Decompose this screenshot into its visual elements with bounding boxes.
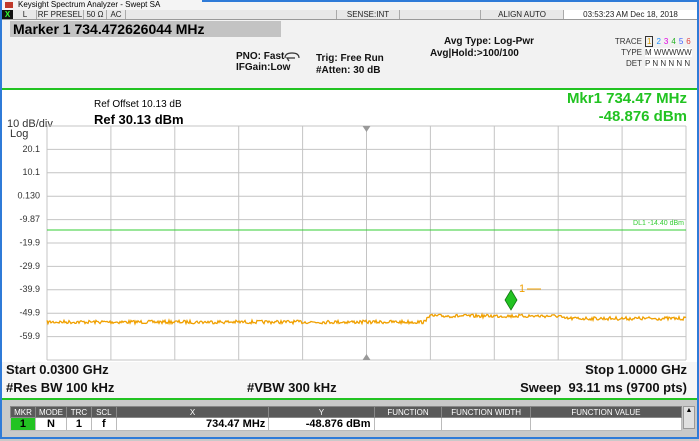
atten: #Atten: 30 dB [316,65,381,76]
display: Ref Offset 10.13 dB Ref 30.13 dBm 10 dB/… [2,90,697,362]
center-marker [362,354,371,360]
marker-table: MKR MODE TRC SCL X Y FUNCTION FUNCTION WIDTH FUN… [10,406,683,431]
y-label: -9.87 [19,214,40,224]
status-item: L [14,10,37,19]
status-item: 50 Ω [84,10,107,19]
separator [2,88,697,90]
table-cell: 734.47 MHz [115,417,270,431]
trace-number: 4 [671,37,676,46]
column-header: FUNCTION [373,406,443,418]
scale-type: Log [10,128,29,140]
trace-number: 6 [686,37,691,46]
y-label: -39.9 [19,284,40,294]
y-label: -29.9 [19,261,40,271]
column-header: MODE [34,406,67,418]
column-header: TRC [65,406,92,418]
marker-diamond [504,289,518,311]
marker-readout[interactable]: Marker 1 734.472626044 MHz [10,21,281,37]
type-label: TYPE [621,48,642,57]
separator [2,398,697,400]
marker-table-grid: MKR MODE TRC SCL X Y FUNCTION FUNCTION WIDTH FUN… [10,406,683,431]
ref-level: Ref 30.13 dBm [94,112,184,127]
trace-label: TRACE [614,37,642,46]
avg-hold: Avg|Hold:>100/100 [430,48,519,59]
status-icon: X [2,10,13,19]
column-header: X [115,406,270,418]
status-bar: X L RF PRESEL 50 Ω AC SENSE:INT ALIGN AU… [2,10,697,20]
type-values: M WWWWW [645,48,692,57]
footer: Start 0.0300 GHz Stop 1.0000 GHz #Res BW… [2,362,697,398]
marker-frequency: Mkr1 734.47 MHz [566,90,687,107]
center-marker [362,126,371,132]
table-cell [373,417,443,431]
column-header: FUNCTION VALUE [529,406,683,418]
rbw: #Res BW 100 kHz [6,380,115,395]
y-label: 10.1 [22,167,40,177]
y-label: -59.9 [19,331,40,341]
table-cell [529,417,683,431]
trace-number: 3 [663,37,669,46]
window-title: Keysight Spectrum Analyzer - Swept SA [18,0,161,9]
table-cell: 1 [10,417,36,431]
column-header: FUNCTION WIDTH [441,406,531,418]
pno: PNO: Fast [236,51,285,62]
header: Marker 1 734.472626044 MHz PNO: Fast IFG… [2,20,697,88]
status-item: SENSE:INT [337,10,400,19]
status-spacer [400,10,481,19]
ifgain: IFGain:Low [236,62,291,73]
table-cell: -48.876 dBm [268,417,375,431]
vbw: #VBW 300 kHz [247,380,337,395]
marker-amplitude: -48.876 dBm [598,108,687,125]
column-header: SCL [90,406,117,418]
table-cell: N [34,417,67,431]
table-row: 1 N 1 f 734.47 MHz -48.876 dBm [10,417,683,431]
table-cell: 1 [65,417,92,431]
trace [46,312,687,326]
column-header: Y [268,406,375,418]
scale: 10 dB/div [7,118,53,130]
pno-icon [284,52,300,62]
det-label: DET [626,59,642,68]
stop-freq: Stop 1.0000 GHz [585,362,687,377]
status-item: RF PRESEL [37,10,84,19]
trace-number: 1 [645,36,654,47]
sweep: Sweep 93.11 ms (9700 pts) [520,380,687,395]
table-cell: f [90,417,117,431]
y-label: 20.1 [22,144,40,154]
start-freq: Start 0.0300 GHz [6,362,109,377]
trig: Trig: Free Run [316,53,384,64]
status-item: ALIGN AUTO [481,10,564,19]
y-label: -49.9 [19,308,40,318]
avg-type: Avg Type: Log-Pwr [444,36,534,47]
status-item: AC [107,10,126,19]
status-spacer [126,10,337,19]
scrollbar[interactable]: ▲ [683,406,695,429]
app-icon [5,2,13,8]
table-cell [441,417,531,431]
display-line-label: DL1 -14.40 dBm [633,220,684,227]
status-time: 03:53:23 AM Dec 18, 2018 [564,10,697,19]
graph: 20.1 10.1 0.130 -9.87 -19.9 -29.9 -39.9 -49.9 -5… [17,125,687,361]
column-header: MKR [10,406,36,418]
y-label: -19.9 [19,237,40,247]
ref-offset: Ref Offset 10.13 dB [94,99,182,110]
det-values: P N N N N N [645,59,691,68]
title-bar: Keysight Spectrum Analyzer - Swept SA [2,0,697,10]
y-label: 0.130 [17,191,40,201]
title-accent [202,0,697,2]
marker-number: 1 [519,283,525,295]
trace-number: 5 [678,37,684,46]
trace-number: 2 [656,37,661,46]
